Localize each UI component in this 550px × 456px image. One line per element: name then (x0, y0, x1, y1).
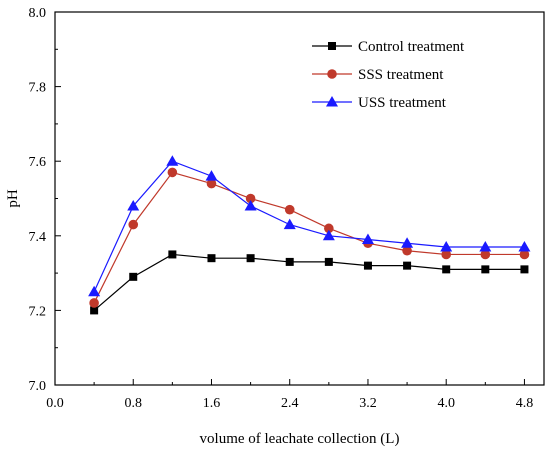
data-point-square (246, 254, 255, 263)
data-point-circle (519, 249, 530, 260)
data-point-circle (206, 178, 217, 189)
y-tick-label: 7.2 (29, 304, 47, 319)
data-point-triangle (205, 170, 218, 181)
data-point-square (328, 42, 336, 50)
data-point-triangle (127, 199, 140, 211)
data-point-square (520, 265, 529, 274)
series-line (93, 160, 525, 292)
x-tick-label: 0.0 (46, 396, 64, 411)
legend: Control treatment SSS treatment USS treatm… (312, 39, 465, 111)
legend-label: SSS treatment (358, 67, 444, 83)
data-point-triangle (440, 240, 453, 252)
series-line (93, 171, 525, 304)
data-point-square (442, 265, 451, 274)
y-tick-label: 7.4 (29, 230, 47, 245)
data-point-square (90, 306, 99, 315)
plot-frame (54, 11, 545, 386)
data-point-circle (167, 167, 178, 178)
data-point-triangle (361, 233, 374, 245)
x-tick-label: 4.0 (437, 396, 455, 411)
data-point-square (168, 250, 177, 259)
y-tick-label: 7.0 (29, 379, 47, 394)
x-tick-label: 0.8 (124, 396, 142, 411)
y-axis-label: pH (5, 189, 21, 208)
y-tick-label: 8.0 (29, 6, 47, 21)
series-square (90, 250, 529, 315)
data-point-triangle (88, 285, 101, 297)
y-tick-label: 7.6 (29, 155, 47, 170)
data-point-square (129, 272, 138, 281)
data-point-square (481, 265, 490, 274)
data-point-circle (324, 223, 334, 234)
data-point-circle (480, 249, 491, 260)
data-point-square (285, 257, 294, 266)
x-axis-ticks: 0.0 0.8 1.6 2.4 3.2 4.0 4.8 (46, 379, 533, 411)
x-tick-label: 2.4 (281, 396, 299, 411)
legend-item: SSS treatment (312, 67, 444, 83)
data-point-circle (245, 193, 256, 204)
series-layer (88, 155, 531, 315)
data-point-triangle (479, 240, 492, 252)
data-point-circle (89, 298, 99, 308)
data-point-triangle (244, 199, 257, 211)
data-point-triangle (401, 237, 414, 248)
x-tick-label: 4.8 (516, 396, 534, 411)
series-triangle (88, 155, 531, 297)
data-point-triangle (166, 155, 179, 166)
data-point-triangle (322, 229, 335, 241)
data-point-square (207, 254, 216, 263)
series-circle (89, 167, 530, 308)
legend-item: Control treatment (312, 39, 465, 55)
legend-label: USS treatment (358, 95, 447, 111)
data-point-triangle (518, 240, 531, 252)
legend-label: Control treatment (358, 39, 465, 55)
y-tick-label: 7.8 (29, 81, 47, 96)
legend-item: USS treatment (312, 95, 447, 111)
data-point-circle (284, 204, 295, 215)
series-line (93, 253, 525, 311)
data-point-square (403, 261, 412, 270)
data-point-square (324, 257, 333, 266)
x-tick-label: 3.2 (359, 396, 377, 411)
x-tick-label: 1.6 (203, 396, 221, 411)
y-axis-ticks: 7.0 7.2 7.4 7.6 7.8 8.0 (29, 6, 61, 394)
data-point-triangle (283, 218, 296, 230)
x-axis-label: volume of leachate collection (L) (200, 431, 400, 447)
data-point-circle (441, 249, 452, 260)
data-point-triangle (326, 96, 338, 107)
data-point-square (363, 261, 372, 270)
data-point-circle (327, 69, 337, 79)
data-point-circle (402, 245, 412, 256)
data-point-circle (128, 219, 139, 230)
